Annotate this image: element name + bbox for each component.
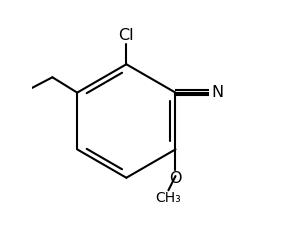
Text: N: N <box>211 85 223 100</box>
Text: CH₃: CH₃ <box>155 191 181 205</box>
Text: Cl: Cl <box>118 28 134 43</box>
Text: O: O <box>169 171 182 186</box>
